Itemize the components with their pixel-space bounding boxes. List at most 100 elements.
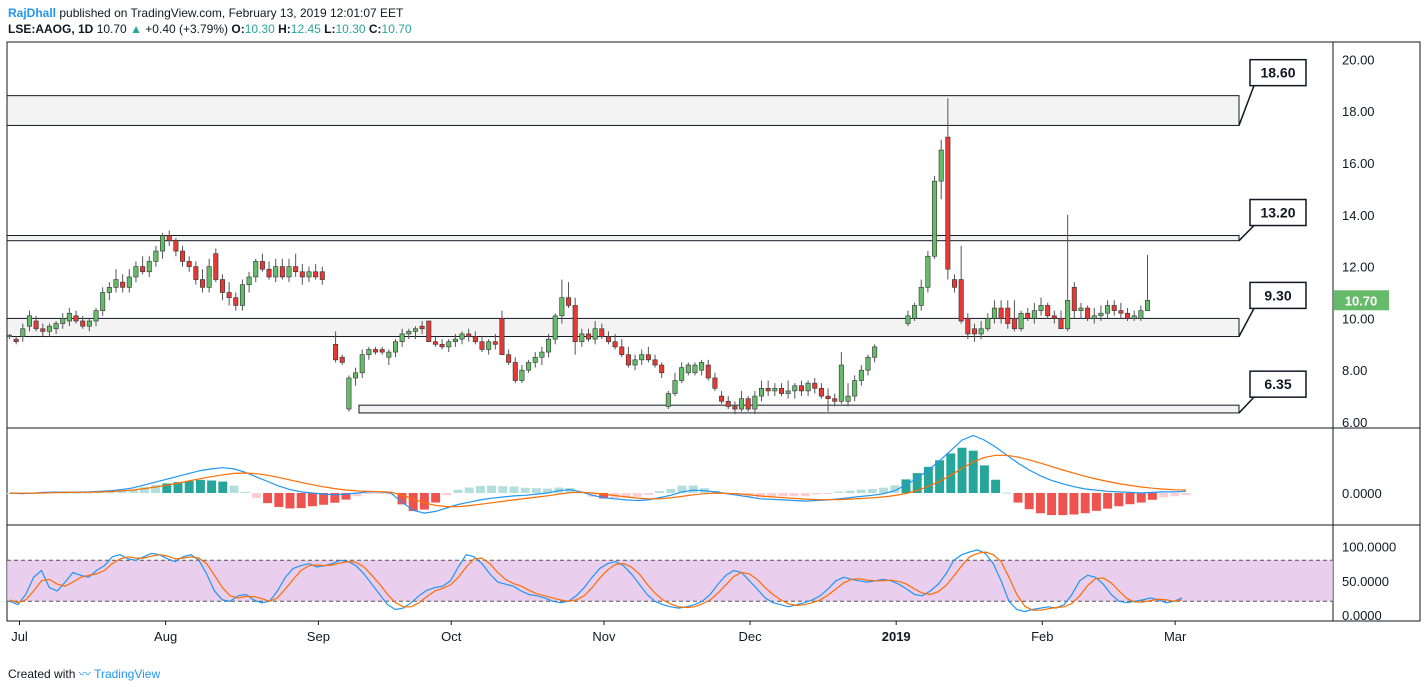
macd-histogram-bar <box>1159 493 1169 498</box>
candle-body <box>592 328 598 340</box>
candle-body <box>639 354 645 361</box>
candle-body <box>812 382 818 389</box>
candle-body <box>279 266 285 278</box>
candle-body <box>605 336 611 343</box>
candle-body <box>552 315 558 340</box>
candle-body <box>1105 305 1111 314</box>
macd-histogram-bar <box>240 491 250 493</box>
zone-callout-pointer <box>1238 308 1255 337</box>
candle-body <box>293 266 299 273</box>
candle-body <box>459 333 465 340</box>
candle-body <box>253 261 259 278</box>
current-price-label: 10.70 <box>1345 293 1378 308</box>
macd-tick-label: 0.0000 <box>1342 486 1382 501</box>
candle-body <box>199 279 205 288</box>
candle-body <box>858 369 864 381</box>
macd-histogram-bar <box>1069 493 1079 515</box>
candle-body <box>479 341 485 350</box>
candle-body <box>759 388 765 397</box>
created-with-text: Created with <box>8 667 76 681</box>
candle-body <box>652 359 658 366</box>
candle-body <box>346 377 352 410</box>
macd-histogram-bar <box>330 493 340 503</box>
candle-body <box>1011 318 1017 330</box>
candle-body <box>925 255 931 288</box>
macd-histogram-bar <box>520 487 530 493</box>
macd-histogram-bar <box>128 489 138 493</box>
high-value: 12.45 <box>290 22 321 36</box>
candle-body <box>13 338 19 343</box>
candle-body <box>1111 305 1117 311</box>
candle-body <box>26 315 32 327</box>
candle-body <box>226 292 232 298</box>
candle-body <box>526 362 532 371</box>
candle-body <box>386 351 392 358</box>
candle-body <box>932 180 938 257</box>
tradingview-brand[interactable]: TradingView <box>94 667 161 681</box>
candle-body <box>1058 318 1064 330</box>
candle-body <box>532 356 538 363</box>
candle-body <box>752 395 758 410</box>
candle-body <box>7 334 13 338</box>
candle-body <box>412 328 418 332</box>
author-name[interactable]: RajDhall <box>8 6 57 20</box>
macd-histogram-bar <box>655 491 665 493</box>
candle-body <box>499 318 505 355</box>
candle-body <box>126 276 132 288</box>
zone-callout-label: 13.20 <box>1260 205 1295 221</box>
candle-body <box>80 320 86 327</box>
zone-box <box>358 404 1240 414</box>
macd-histogram-bar <box>543 488 553 493</box>
candle-body <box>1131 315 1137 319</box>
macd-histogram-bar <box>397 493 407 505</box>
stoch-d-line <box>9 551 1183 611</box>
candle-body <box>739 398 745 410</box>
low-value: 10.30 <box>335 22 366 36</box>
candle-body <box>1125 312 1131 319</box>
price-tick-label: 10.00 <box>1342 311 1375 326</box>
candle-body <box>1085 307 1091 319</box>
candle-body <box>319 271 325 280</box>
candle-body <box>180 250 186 262</box>
candle-body <box>599 328 605 337</box>
macd-histogram-bar <box>296 493 306 509</box>
candle-body <box>106 287 112 293</box>
macd-histogram-bar <box>1147 493 1157 500</box>
macd-histogram-bar <box>509 486 519 493</box>
low-label: L: <box>324 22 336 36</box>
header-publish-row: RajDhall published on TradingView.com, F… <box>8 5 412 21</box>
macd-histogram-bar <box>991 479 1001 493</box>
candle-body <box>1078 307 1084 311</box>
candle-body <box>186 261 192 267</box>
macd-histogram-bar <box>1035 493 1045 514</box>
candle-body <box>426 320 432 343</box>
candle-body <box>612 341 618 348</box>
candle-body <box>40 328 46 332</box>
candle-body <box>113 279 119 288</box>
stoch-k-line <box>9 549 1183 613</box>
price-tick-label: 20.00 <box>1342 52 1375 67</box>
candle-body <box>33 320 39 330</box>
macd-histogram-bar <box>83 492 93 494</box>
zone-callout-label: 6.35 <box>1264 376 1291 392</box>
candle-body <box>692 364 698 374</box>
price-tick-label: 8.00 <box>1342 363 1367 378</box>
macd-histogram-bar <box>1002 492 1012 494</box>
macd-histogram-bar <box>453 489 463 493</box>
price-tick-label: 18.00 <box>1342 104 1375 119</box>
candle-body <box>333 343 339 361</box>
candle-body <box>446 341 452 348</box>
macd-histogram-bar <box>72 492 82 494</box>
macd-histogram-bar <box>464 487 474 493</box>
macd-histogram-bar <box>946 453 956 493</box>
footer-credit: Created with 〰 TradingView <box>8 665 160 682</box>
macd-histogram-bar <box>1136 493 1146 503</box>
zone-box <box>6 317 1240 338</box>
candle-body <box>306 271 312 278</box>
macd-histogram-bar <box>431 493 441 503</box>
macd-histogram-bar <box>1058 493 1068 516</box>
open-label: O: <box>231 22 245 36</box>
macd-histogram-bar <box>856 489 866 493</box>
macd-histogram-bar <box>319 493 329 505</box>
